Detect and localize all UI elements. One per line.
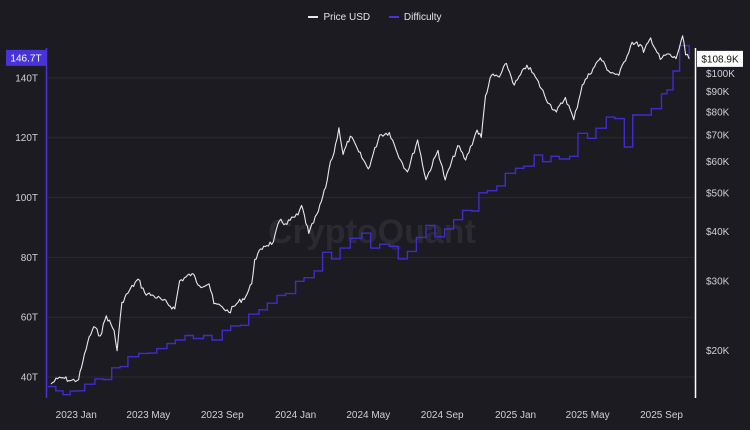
x-tick-label: 2023 Jan [56,410,97,421]
left-tick-label: 60T [21,313,38,324]
right-tick-label: $30K [706,276,730,287]
x-tick-label: 2024 May [346,410,390,421]
left-tick-label: 120T [15,133,38,144]
price-value-badge [697,50,743,67]
legend-item-difficulty[interactable]: Difficulty [388,11,442,23]
right-tick-label: $100K [706,69,735,80]
chart-legend: Price USD Difficulty [0,10,750,23]
difficulty-value-label: 146.7T [10,53,41,64]
x-tick-label: 2025 May [566,410,610,421]
x-tick-label: 2025 Jan [495,410,536,421]
difficulty-value-badge [6,49,46,66]
right-tick-label: $60K [706,157,730,168]
right-tick-label: $90K [706,87,730,98]
gridlines [48,77,694,378]
left-tick-label: 40T [21,373,38,384]
right-tick-label: $70K [706,130,730,141]
watermark: CryptoQuant [268,213,476,251]
x-tick-label: 2024 Sep [421,410,464,421]
x-tick-label: 2023 May [126,410,170,421]
left-axis-ticks: 40T 60T 80T 100T 120T 140T [15,73,38,383]
series-layer [48,35,690,396]
x-axis-ticks: 2023 Jan 2023 May 2023 Sep 2024 Jan 2024 May… [56,410,684,421]
legend-label-price: Price USD [323,11,371,23]
left-tick-label: 100T [15,193,38,204]
legend-label-difficulty: Difficulty [403,11,442,23]
right-axis-ticks: $20K $30K $40K $50K $60K $70K $80K $90K $100K [706,69,735,357]
left-tick-label: 80T [21,253,38,264]
right-tick-label: $80K [706,107,730,118]
right-tick-label: $20K [706,346,730,357]
right-tick-label: $40K [706,227,730,238]
right-tick-label: $50K [706,188,730,199]
x-tick-label: 2023 Sep [201,410,244,421]
x-tick-label: 2024 Jan [275,410,316,421]
price-series-line [50,35,690,385]
legend-swatch-price [308,16,319,18]
x-tick-label: 2025 Sep [640,410,683,421]
price-value-label: $108.9K [701,54,739,65]
legend-item-price[interactable]: Price USD [308,12,370,23]
current-value-badges: 146.7T $108.9K [6,49,743,67]
left-tick-label: 140T [15,73,38,84]
difficulty-series-line [48,44,690,396]
legend-swatch-difficulty [388,16,399,18]
